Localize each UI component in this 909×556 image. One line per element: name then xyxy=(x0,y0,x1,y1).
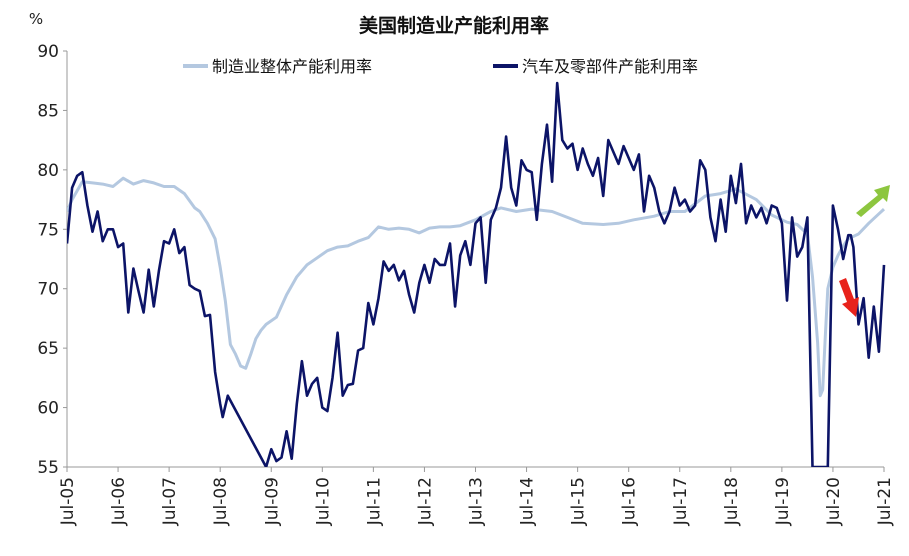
series-line-auto xyxy=(67,81,886,467)
x-tick-label: Jul-05 xyxy=(58,477,78,526)
trend-arrow-down xyxy=(839,278,859,317)
x-tick-label: Jul-17 xyxy=(671,477,691,526)
x-tick-label: Jul-13 xyxy=(467,477,487,526)
x-tick-label: Jul-16 xyxy=(620,477,640,526)
legend: 制造业整体产能利用率 汽车及零部件产能利用率 xyxy=(183,57,698,76)
y-tick-label: 80 xyxy=(37,161,59,181)
x-tick-label: Jul-20 xyxy=(824,477,844,526)
series-line-manufacturing xyxy=(67,176,886,398)
y-tick-label: 85 xyxy=(37,101,59,121)
x-tick-label: Jul-08 xyxy=(211,477,231,526)
y-tick-label: 70 xyxy=(37,280,59,300)
x-tick-label: Jul-06 xyxy=(109,477,129,526)
legend-label-manufacturing: 制造业整体产能利用率 xyxy=(212,57,372,76)
x-tick-label: Jul-12 xyxy=(415,477,435,526)
y-tick-label: 90 xyxy=(37,42,59,62)
x-tick-label: Jul-19 xyxy=(773,477,793,526)
x-tick-label: Jul-07 xyxy=(160,477,180,526)
y-tick-label: 55 xyxy=(37,458,59,478)
x-axis: Jul-05 Jul-06 Jul-07 Jul-08 Jul-09 Jul-10 Jul-… xyxy=(58,466,895,526)
chart-title: 美国制造业产能利用率 xyxy=(359,14,549,37)
y-tick-label: 75 xyxy=(37,220,59,240)
x-tick-label: Jul-15 xyxy=(569,477,589,526)
x-tick-label: Jul-18 xyxy=(722,477,742,526)
x-tick-label: Jul-14 xyxy=(518,477,538,526)
x-tick-label: Jul-11 xyxy=(364,477,384,526)
y-tick-label: 65 xyxy=(37,339,59,359)
series-layer xyxy=(67,81,886,467)
trend-arrow-up xyxy=(856,185,890,217)
y-axis-unit: % xyxy=(29,10,43,28)
y-axis: 55 60 65 70 75 80 85 90 xyxy=(37,42,68,478)
y-tick-label: 60 xyxy=(37,399,59,419)
arrow-layer xyxy=(839,185,890,317)
x-tick-label: Jul-21 xyxy=(875,477,895,526)
x-tick-label: Jul-10 xyxy=(313,477,333,526)
x-tick-label: Jul-09 xyxy=(262,477,282,526)
legend-label-auto: 汽车及零部件产能利用率 xyxy=(522,57,698,76)
